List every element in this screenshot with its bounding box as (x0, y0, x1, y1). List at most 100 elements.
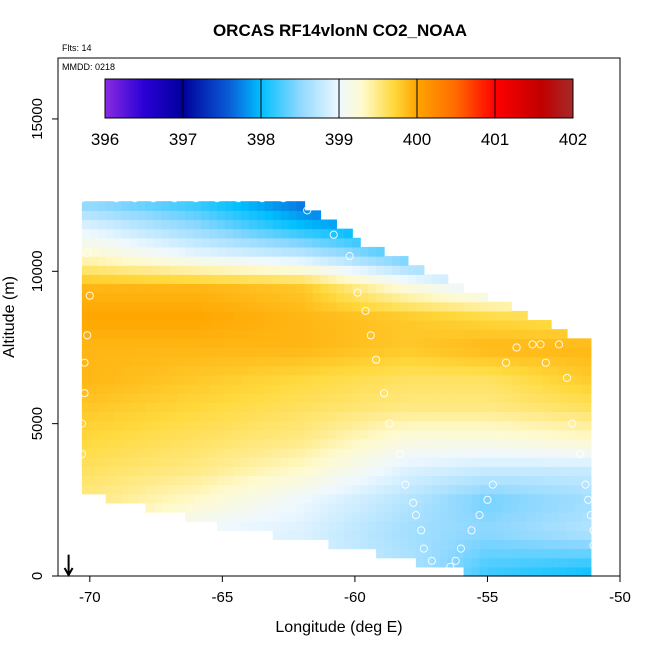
field-cell (407, 438, 417, 449)
field-cell (376, 411, 385, 422)
field-cell (193, 429, 202, 440)
field-cell (296, 301, 306, 312)
field-cell (193, 228, 202, 239)
field-cell (169, 347, 178, 358)
field-cell (280, 228, 290, 239)
field-cell (169, 384, 178, 394)
field-cell (431, 521, 441, 531)
field-cell (209, 384, 218, 394)
field-cell (169, 292, 178, 303)
field-cell (225, 466, 234, 477)
field-cell (312, 411, 322, 422)
field-cell (344, 329, 353, 339)
field-cell (463, 411, 473, 422)
field-cell (415, 265, 425, 275)
field-cell (543, 438, 552, 449)
field-cell (336, 228, 345, 239)
field-cell (217, 475, 226, 486)
field-cell (209, 237, 218, 248)
sample-point (586, 510, 595, 520)
colorbar-tick-label: 398 (247, 130, 275, 149)
field-cell (240, 365, 250, 376)
field-cell (217, 283, 226, 294)
arrow-icon (63, 554, 74, 578)
field-cell (415, 438, 425, 449)
field-cell (336, 420, 345, 431)
field-cell (566, 448, 576, 458)
field-cell (169, 356, 178, 367)
field-cell (582, 402, 592, 413)
field-cell (519, 438, 528, 449)
field-cell (447, 548, 457, 559)
field-cell (288, 228, 298, 239)
field-cell (256, 292, 266, 303)
field-cell (225, 402, 234, 413)
field-cell (153, 246, 162, 257)
field-cell (535, 393, 544, 403)
field-cell (511, 502, 520, 513)
sample-point (345, 252, 354, 261)
field-cell (543, 557, 552, 568)
field-cell (137, 283, 147, 294)
field-cell (240, 310, 250, 321)
field-cell (264, 402, 274, 413)
field-cell (256, 402, 266, 413)
field-cell (209, 274, 218, 285)
field-cell (415, 301, 425, 312)
field-cell (559, 448, 568, 458)
field-cell (519, 420, 528, 431)
field-cell (455, 420, 465, 431)
field-cell (503, 475, 512, 486)
field-cell (113, 384, 123, 394)
field-cell (81, 256, 91, 266)
field-cell (272, 374, 282, 385)
field-cell (519, 457, 528, 467)
field-cell (161, 292, 170, 303)
field-cell (360, 393, 369, 403)
field-cell (225, 411, 234, 422)
field-cell (320, 329, 329, 339)
field-cell (360, 402, 369, 413)
field-cell (344, 539, 353, 550)
field-cell (296, 365, 306, 376)
field-cell (256, 219, 266, 230)
field-cell (177, 502, 186, 513)
field-cell (280, 448, 290, 458)
field-cell (264, 438, 274, 449)
field-cell (511, 329, 520, 339)
field-cell (288, 411, 298, 422)
field-cell (169, 237, 178, 248)
field-cell (304, 228, 314, 239)
field-cell (392, 493, 401, 504)
field-cell (248, 384, 258, 394)
field-cell (360, 475, 369, 486)
field-cell (304, 493, 314, 504)
field-cell (280, 374, 290, 385)
field-cell (280, 393, 290, 403)
field-cell (169, 457, 178, 467)
field-cell (232, 429, 242, 440)
field-cell (455, 402, 465, 413)
sample-point (592, 568, 601, 578)
field-cell (209, 301, 218, 312)
field-cell (232, 219, 242, 230)
field-cell (89, 265, 99, 275)
field-cell (471, 566, 481, 577)
field-cell (559, 338, 568, 349)
field-cell (304, 338, 314, 349)
field-cell (376, 420, 385, 431)
field-cell (392, 301, 401, 312)
field-cell (439, 539, 449, 550)
field-cell (89, 365, 99, 376)
field-cell (344, 420, 353, 431)
field-cell (81, 210, 91, 221)
field-cell (81, 265, 91, 275)
field-cell (240, 228, 250, 239)
field-cell (113, 292, 123, 303)
field-cell (384, 457, 393, 467)
field-cell (209, 475, 218, 486)
field-cell (559, 374, 568, 385)
field-cell (376, 548, 385, 559)
field-cell (153, 429, 162, 440)
field-cell (209, 356, 218, 367)
